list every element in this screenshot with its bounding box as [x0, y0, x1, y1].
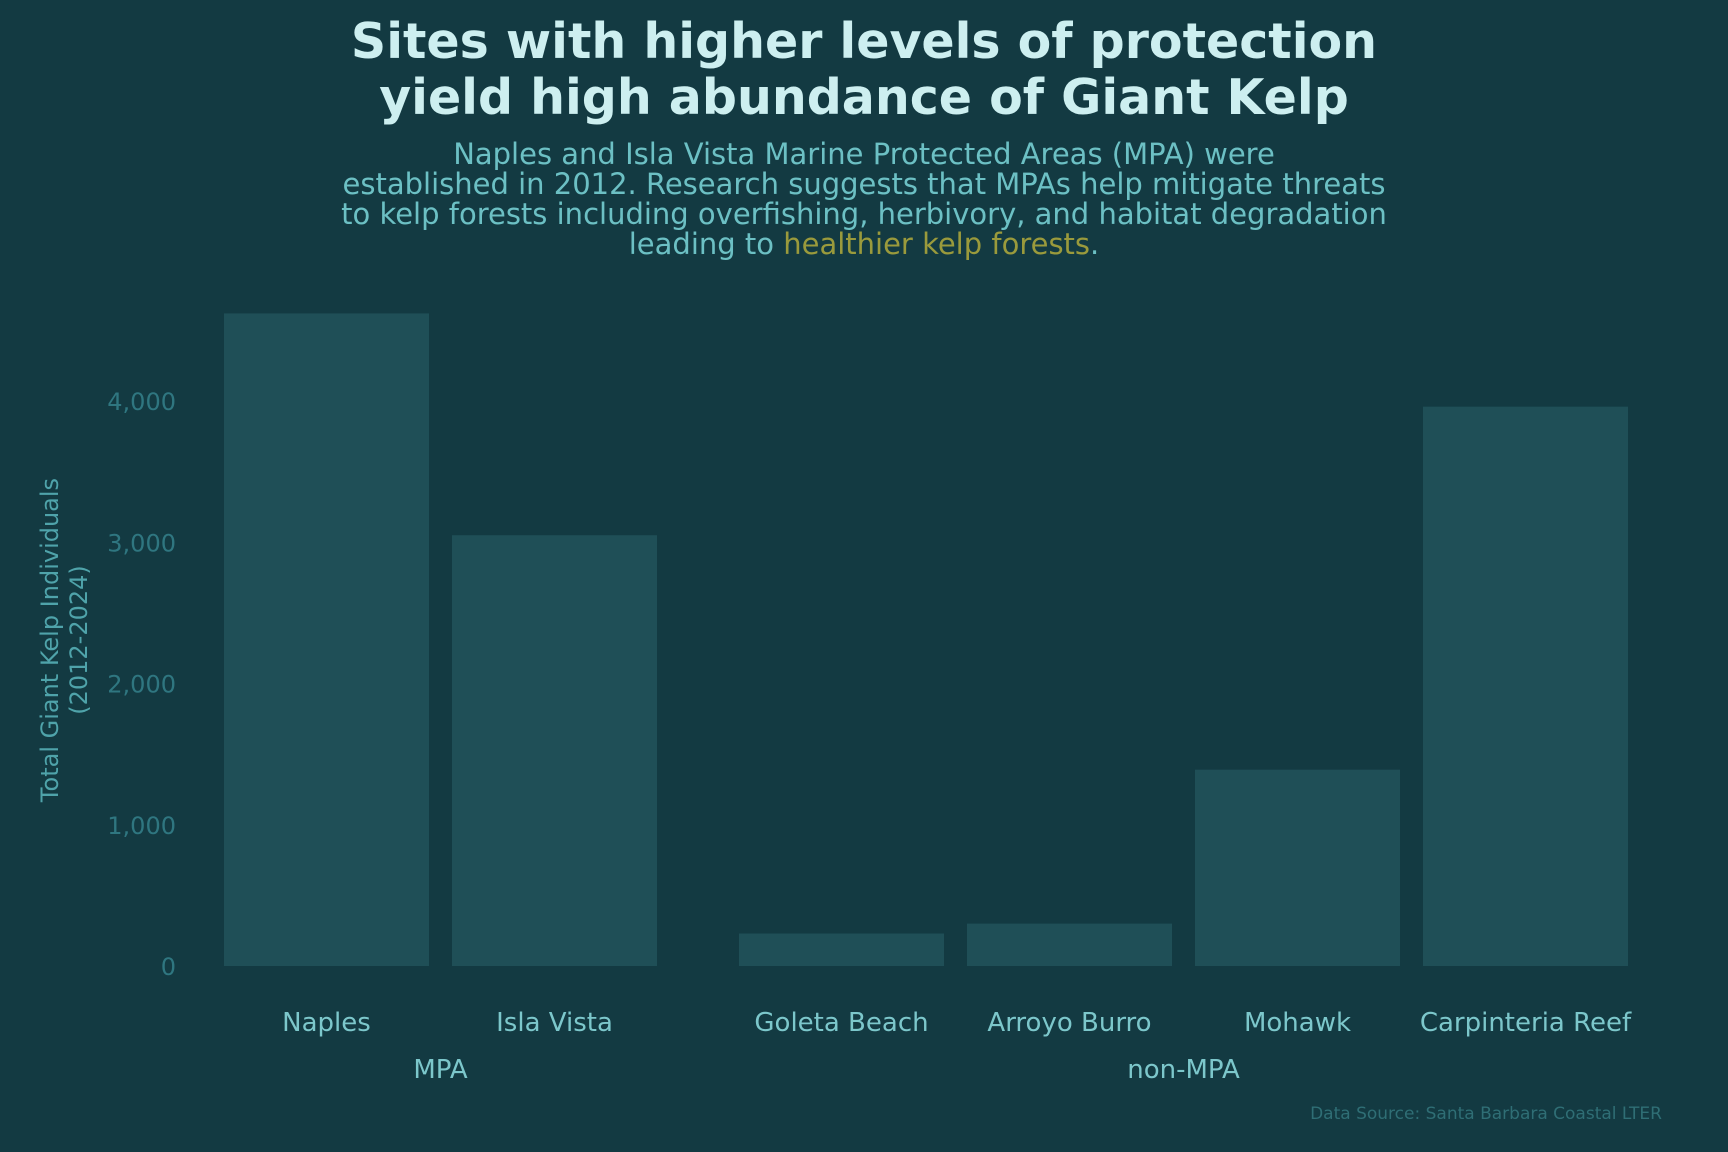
bar: [1423, 406, 1628, 966]
subtitle-line: established in 2012. Research suggests t…: [342, 167, 1386, 201]
bar: [967, 923, 1172, 966]
bar: [224, 313, 429, 966]
subtitle-line-last: leading to healthier kelp forests.: [0, 229, 1728, 259]
subtitle-prefix: leading to: [628, 227, 784, 261]
y-axis-label-line: Total Giant Kelp Individuals: [36, 478, 64, 803]
chart-title: Sites with higher levels of protection y…: [0, 14, 1728, 126]
title-line: Sites with higher levels of protection: [350, 13, 1378, 70]
subtitle-highlight: healthier kelp forests: [783, 227, 1091, 261]
bar: [452, 535, 657, 966]
title-line: yield high abundance of Giant Kelp: [379, 69, 1349, 126]
group-label: MPA: [413, 1055, 467, 1085]
x-tick-label: Carpinteria Reef: [1420, 1008, 1632, 1038]
x-tick-label: Goleta Beach: [754, 1008, 928, 1038]
x-tick-label: Naples: [282, 1008, 371, 1038]
chart-subtitle: Naples and Isla Vista Marine Protected A…: [0, 139, 1728, 259]
y-tick-label: 0: [161, 953, 176, 981]
y-axis-label: Total Giant Kelp Individuals(2012-2024): [36, 478, 93, 803]
y-tick-label: 2,000: [107, 671, 176, 699]
subtitle-line: Naples and Isla Vista Marine Protected A…: [453, 137, 1275, 171]
x-tick-label: Arroyo Burro: [987, 1008, 1151, 1038]
group-label: non-MPA: [1127, 1055, 1240, 1085]
subtitle-suffix: .: [1090, 227, 1100, 261]
subtitle-line: to kelp forests including overfishing, h…: [341, 197, 1387, 231]
x-tick-label: Isla Vista: [496, 1008, 613, 1038]
y-tick-label: 4,000: [107, 388, 176, 416]
y-tick-label: 3,000: [107, 529, 176, 557]
bar: [739, 933, 944, 966]
y-tick-label: 1,000: [107, 812, 176, 840]
bar: [1195, 769, 1400, 966]
data-source-caption: Data Source: Santa Barbara Coastal LTER: [1310, 1104, 1662, 1124]
y-axis-label-line: (2012-2024): [65, 565, 93, 715]
x-tick-label: Mohawk: [1244, 1008, 1351, 1038]
